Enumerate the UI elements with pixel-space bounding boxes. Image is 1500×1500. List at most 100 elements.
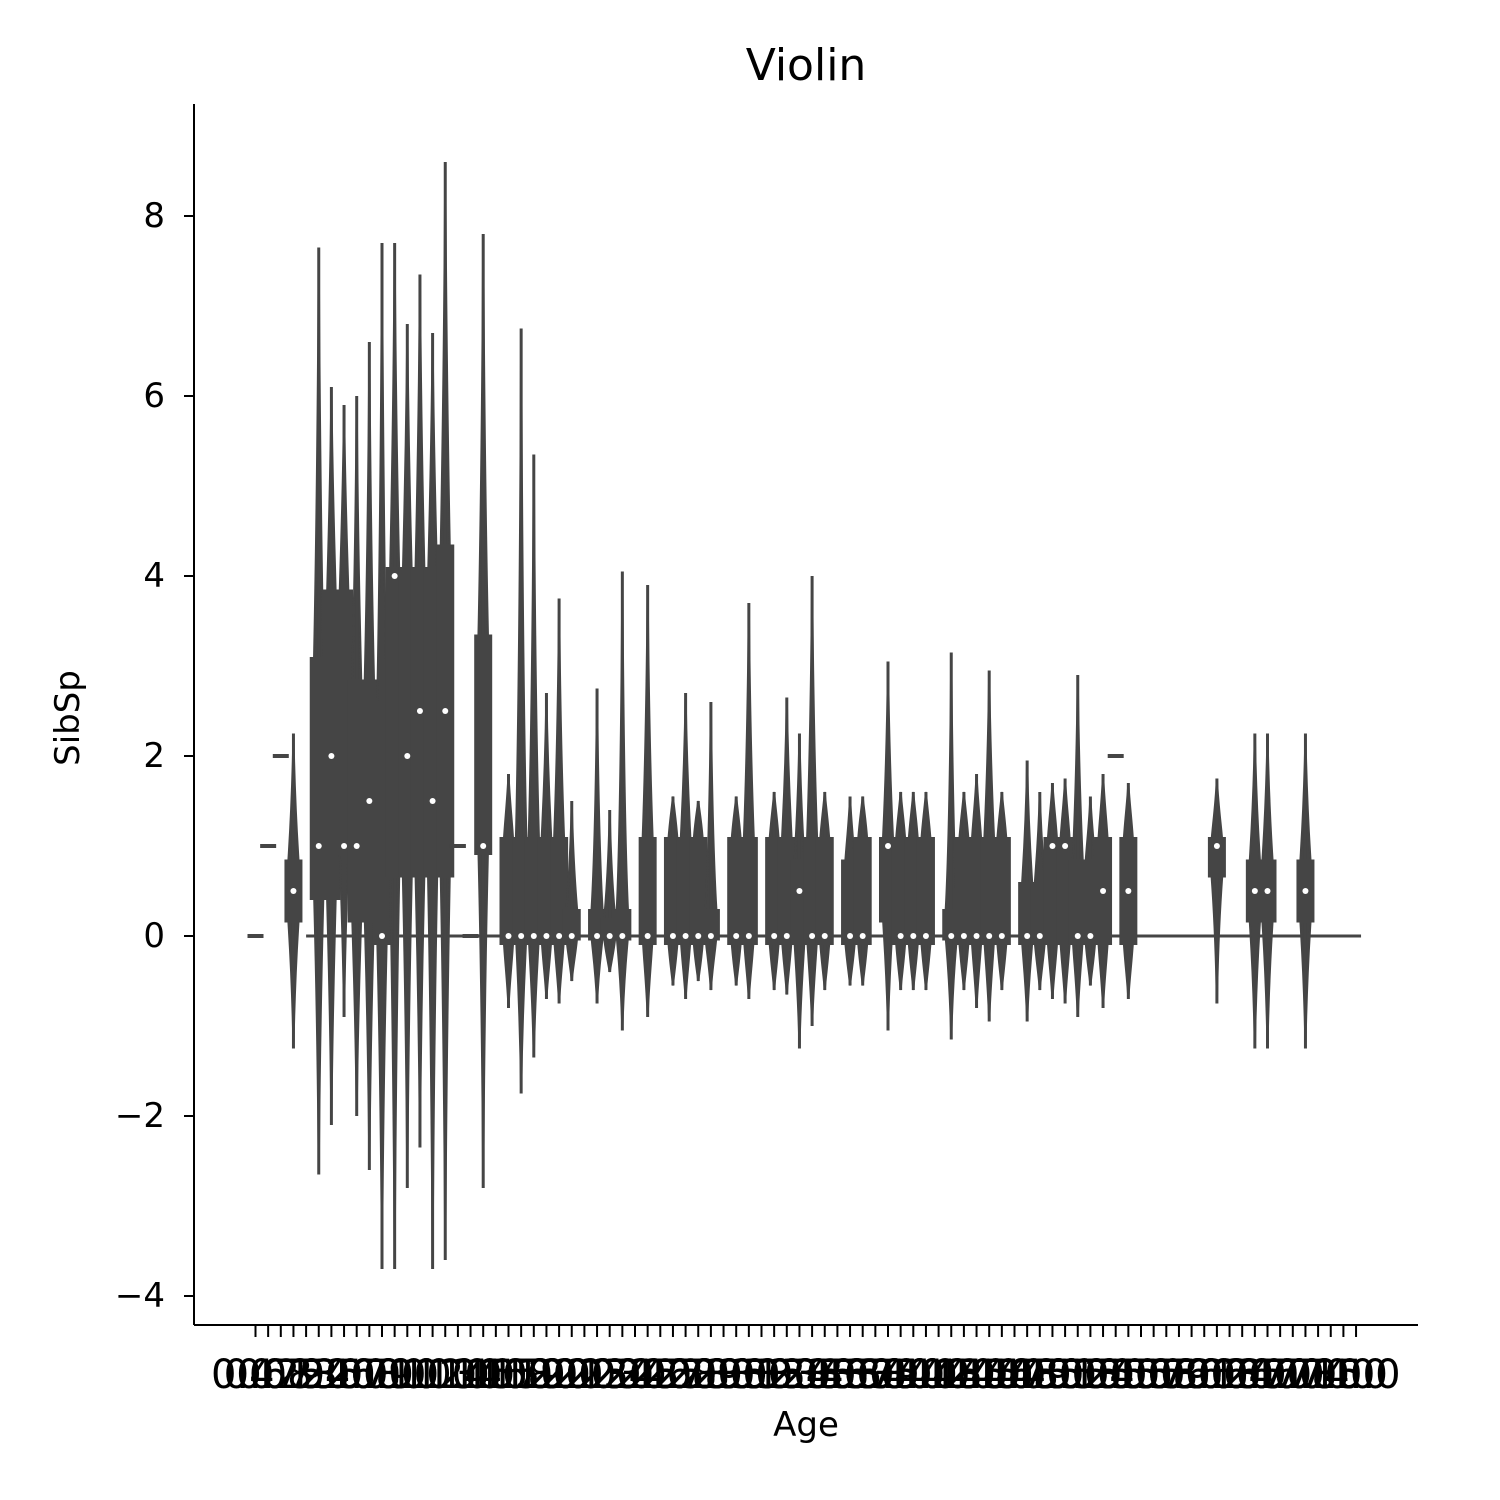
violin-median-29	[619, 933, 626, 939]
x-tick-label: 62.0	[1197, 1352, 1287, 1398]
x-tick-label: 44.0	[944, 1352, 1034, 1398]
violin-iqr-box-18	[474, 634, 493, 855]
x-tick-label: 71.0	[1286, 1352, 1376, 1398]
x-tick-label: 39.0	[868, 1352, 958, 1398]
x-tick-label: 46.0	[982, 1352, 1072, 1398]
violin-median-11	[391, 573, 398, 579]
x-tick-label: 45.0	[957, 1352, 1047, 1398]
violin-median-42	[783, 933, 790, 939]
violin-iqr-box-45	[815, 837, 834, 945]
x-tick-label: 65.0	[1235, 1352, 1325, 1398]
x-tick-label: 61.0	[1185, 1352, 1275, 1398]
x-tick-label: 57.0	[1134, 1352, 1224, 1398]
x-tick-label: 59.0	[1159, 1352, 1249, 1398]
x-tick-label: 23.5	[590, 1352, 680, 1398]
x-tick-label: 40.5	[894, 1352, 984, 1398]
x-tick-label: 28.5	[679, 1352, 769, 1398]
violin-median-18	[480, 843, 487, 849]
x-tick-label: 36.5	[830, 1352, 920, 1398]
violin-layer	[247, 161, 1362, 1270]
violin-median-45	[821, 933, 828, 939]
x-tick-label: 2.0	[299, 1352, 364, 1398]
violin-median-22	[530, 933, 537, 939]
x-tick-label: 58.0	[1147, 1352, 1237, 1398]
violin-median-66	[1087, 933, 1094, 939]
axes	[193, 104, 1418, 1326]
x-tick-label: 70.0	[1260, 1352, 1350, 1398]
y-tick-label: −2	[114, 1096, 165, 1136]
y-tick-label: 6	[143, 376, 165, 416]
violin-median-55	[948, 933, 955, 939]
x-tick-label: 54.0	[1083, 1352, 1173, 1398]
violin-median-65	[1074, 933, 1081, 939]
violin-iqr-box-31	[638, 837, 657, 945]
violin-median-25	[568, 933, 575, 939]
violin-median-53	[922, 933, 929, 939]
violin-median-14	[429, 798, 436, 804]
x-tick-label: 16.0	[476, 1352, 566, 1398]
violin-median-83	[1302, 888, 1309, 894]
x-tick-label: 17.0	[489, 1352, 579, 1398]
violin-median-47	[847, 933, 854, 939]
violin-median-12	[404, 753, 411, 759]
x-tick-label: 26.0	[641, 1352, 731, 1398]
x-tick-label: 40.0	[881, 1352, 971, 1398]
x-tick-label: 45.5	[969, 1352, 1060, 1398]
violin-median-61	[1024, 933, 1031, 939]
x-tick-label: 64.0	[1222, 1352, 1313, 1398]
x-tick-label: 8.0	[375, 1352, 440, 1398]
x-tick-label: 6.0	[350, 1352, 414, 1398]
violin-iqr-box-39	[739, 837, 758, 945]
x-tick-label: 18.0	[501, 1352, 591, 1398]
violin-median-27	[594, 933, 601, 939]
x-tick-label: 9.0	[388, 1352, 452, 1398]
violin-iqr-box-76	[1207, 837, 1226, 878]
violin-median-5	[315, 843, 322, 849]
x-tick-label: 11.0	[400, 1352, 490, 1398]
y-tick-label: −4	[114, 1276, 165, 1316]
violin-median-28	[606, 933, 613, 939]
violin-median-39	[745, 933, 752, 939]
x-tick-label: 5.0	[337, 1352, 402, 1398]
x-tick-label: 0.83	[248, 1352, 338, 1398]
x-tick-label: 10.0	[388, 1352, 478, 1398]
x-tick-label: 0.42	[210, 1352, 301, 1398]
x-tick-label: 49.0	[1020, 1352, 1110, 1398]
x-tick-label: 21.0	[552, 1352, 642, 1398]
violin-median-57	[973, 933, 980, 939]
x-tick-label: 14.0	[438, 1352, 528, 1398]
x-tick-label: 3.0	[312, 1352, 376, 1398]
y-tick-label: 8	[143, 196, 165, 236]
x-tick-label: 74.0	[1298, 1352, 1388, 1398]
x-tick-label: 66.0	[1248, 1352, 1338, 1398]
x-tick-label: 34.5	[792, 1352, 882, 1398]
x-tick-label: 60.0	[1172, 1352, 1262, 1398]
x-tick-label: 33.0	[767, 1352, 857, 1398]
violin-median-3	[290, 888, 297, 894]
violin-median-24	[556, 933, 563, 939]
violin-iqr-box-25	[562, 909, 581, 941]
x-tick-label: 52.0	[1058, 1352, 1148, 1398]
violin-median-52	[910, 933, 917, 939]
x-tick-label: 47.0	[995, 1352, 1085, 1398]
x-tick-label: 1.0	[286, 1352, 351, 1398]
y-tick-label: 4	[143, 556, 165, 596]
violin-median-76	[1213, 843, 1220, 849]
violin-median-64	[1062, 843, 1069, 849]
x-tick-label: 20.0	[527, 1352, 617, 1398]
violin-median-50	[885, 843, 891, 849]
x-tick-label: 70.5	[1273, 1352, 1363, 1398]
violin-median-69	[1125, 888, 1132, 894]
x-tick-label: 0.75	[236, 1352, 326, 1398]
x-tick-label: 22.0	[565, 1352, 655, 1398]
violin-median-21	[518, 933, 525, 939]
y-tick-label: 2	[143, 736, 165, 776]
violin-iqr-box-29	[613, 909, 632, 941]
violin-median-51	[897, 933, 904, 939]
x-ticks	[254, 1325, 1358, 1337]
x-tick-label: 23.0	[577, 1352, 667, 1398]
violin-median-43	[796, 888, 803, 894]
violin-median-10	[379, 933, 385, 939]
violin-median-38	[733, 933, 740, 939]
